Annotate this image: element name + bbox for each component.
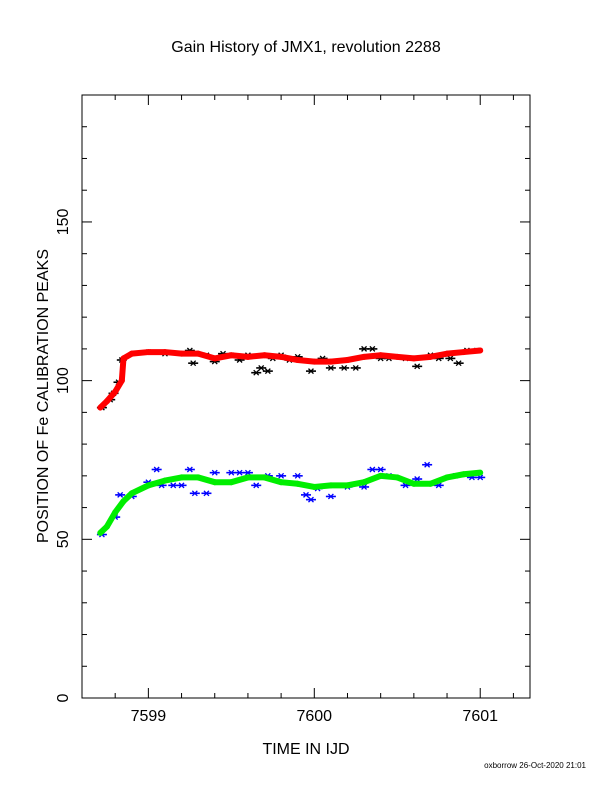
chart-title: Gain History of JMX1, revolution 2288 [171,39,441,56]
x-tick-label: 7599 [131,708,167,725]
footer-stamp: oxborrow 26-Oct-2020 21:01 [484,761,586,770]
y-axis-label: POSITION OF Fe CALIBRATION PEAKS [35,249,52,543]
x-tick-label: 7601 [462,708,498,725]
y-tick-label: 150 [55,209,72,236]
axis-tick-labels: 7599 7600 7601 0 50 100 150 [55,209,498,725]
trend-segment [128,482,152,497]
trend-segment [460,469,484,478]
series-1 [96,461,486,538]
axis-ticks [81,95,530,698]
y-tick-label: 100 [55,367,72,394]
y-tick-label: 50 [55,530,72,548]
data-series [96,345,486,538]
y-tick-label: 0 [55,693,72,702]
x-axis-label: TIME IN IJD [262,741,349,758]
series-2 [97,347,484,411]
series-3 [97,469,484,536]
trend-segment [118,355,127,384]
x-tick-label: 7600 [296,708,332,725]
trend-segment [460,347,484,356]
plot-frame [81,94,531,699]
